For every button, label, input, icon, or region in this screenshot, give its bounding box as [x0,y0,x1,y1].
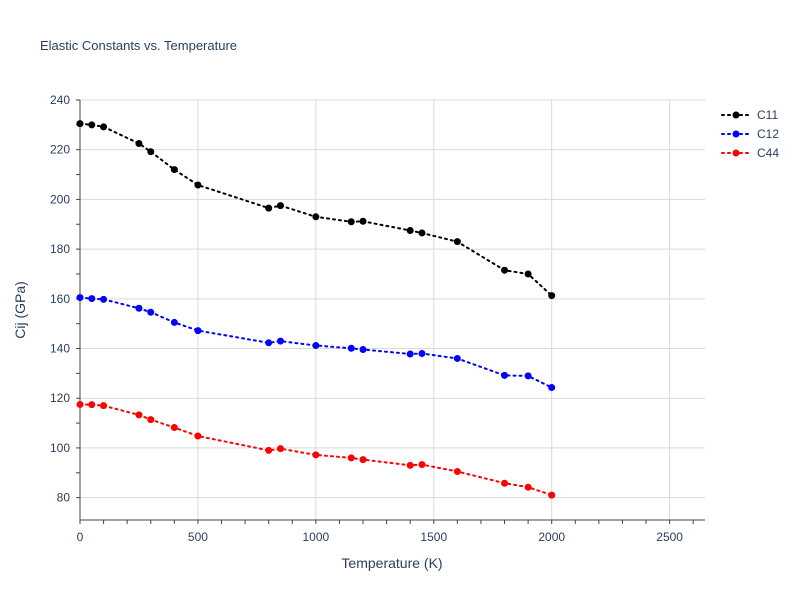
data-point[interactable] [194,432,202,440]
y-tick-label: 120 [50,391,70,405]
data-point[interactable] [147,416,155,424]
legend-item-c44[interactable]: C44 [721,146,779,160]
data-point[interactable] [76,400,84,408]
series-c44 [76,400,556,499]
data-point[interactable] [347,454,355,462]
y-tick-label: 200 [50,192,70,206]
y-axis-title: Cij (GPa) [12,281,28,339]
data-point[interactable] [170,318,178,326]
x-axis-title: Temperature (K) [341,555,442,571]
data-point[interactable] [170,424,178,432]
data-point[interactable] [501,479,509,487]
data-point[interactable] [359,456,367,464]
legend[interactable]: C11 C12 C44 [721,108,779,160]
data-point[interactable] [147,148,155,156]
data-point[interactable] [100,402,108,410]
data-point[interactable] [406,350,414,358]
data-point[interactable] [406,461,414,469]
series-c11 [76,120,556,300]
x-tick-label: 0 [77,530,84,544]
data-point[interactable] [418,349,426,357]
y-tick-label: 220 [50,143,70,157]
data-point[interactable] [418,461,426,469]
y-tick-label: 100 [50,441,70,455]
data-point[interactable] [347,218,355,226]
data-point[interactable] [76,120,84,128]
data-point[interactable] [453,468,461,476]
data-point[interactable] [100,295,108,303]
data-point[interactable] [135,304,143,312]
data-point[interactable] [135,411,143,419]
data-point[interactable] [76,294,84,302]
legend-marker [732,111,740,119]
data-point[interactable] [359,217,367,225]
data-point[interactable] [88,401,96,409]
series-line [79,296,553,389]
data-point[interactable] [147,308,155,316]
legend-item-c11[interactable]: C11 [721,108,778,122]
data-point[interactable] [347,344,355,352]
data-point[interactable] [524,270,532,278]
y-tick-label: 140 [50,342,70,356]
x-tick-label: 1000 [302,530,329,544]
data-point[interactable] [418,229,426,237]
data-point[interactable] [276,202,284,210]
data-point[interactable] [194,181,202,189]
data-point[interactable] [312,342,320,350]
legend-label: C11 [757,108,778,122]
x-tick-label: 2000 [538,530,565,544]
y-tick-label: 180 [50,242,70,256]
grid [80,99,705,520]
data-point[interactable] [312,213,320,221]
data-point[interactable] [501,266,509,274]
y-tick-label: 160 [50,292,70,306]
data-point[interactable] [265,339,273,347]
data-point[interactable] [453,354,461,362]
y-tick-label: 240 [50,93,70,107]
x-tick-label: 2500 [656,530,683,544]
data-point[interactable] [194,327,202,335]
data-point[interactable] [406,226,414,234]
data-point[interactable] [548,384,556,392]
data-point[interactable] [265,446,273,454]
data-point[interactable] [524,372,532,380]
data-point[interactable] [548,491,556,499]
axes: 0 500 1000 1500 2000 2500 80 100 120 140 160 180 200… [50,93,705,544]
data-point[interactable] [100,123,108,131]
legend-marker [732,130,740,138]
series-line [79,403,553,497]
data-point[interactable] [524,483,532,491]
chart-title: Elastic Constants vs. Temperature [40,38,237,53]
legend-item-c12[interactable]: C12 [721,127,779,141]
y-tick-label: 80 [57,491,71,505]
series-c12 [76,294,556,392]
data-point[interactable] [548,292,556,300]
data-point[interactable] [88,295,96,303]
data-point[interactable] [453,238,461,246]
data-point[interactable] [170,166,178,174]
series [76,120,556,499]
data-point[interactable] [135,139,143,147]
series-line [79,122,553,297]
data-point[interactable] [312,451,320,459]
legend-label: C12 [757,127,779,141]
legend-label: C44 [757,146,779,160]
x-tick-label: 1500 [420,530,447,544]
legend-marker [732,149,740,157]
data-point[interactable] [88,121,96,129]
data-point[interactable] [276,445,284,453]
data-point[interactable] [359,346,367,354]
x-tick-label: 500 [188,530,208,544]
data-point[interactable] [501,371,509,379]
data-point[interactable] [265,204,273,212]
data-point[interactable] [276,337,284,345]
